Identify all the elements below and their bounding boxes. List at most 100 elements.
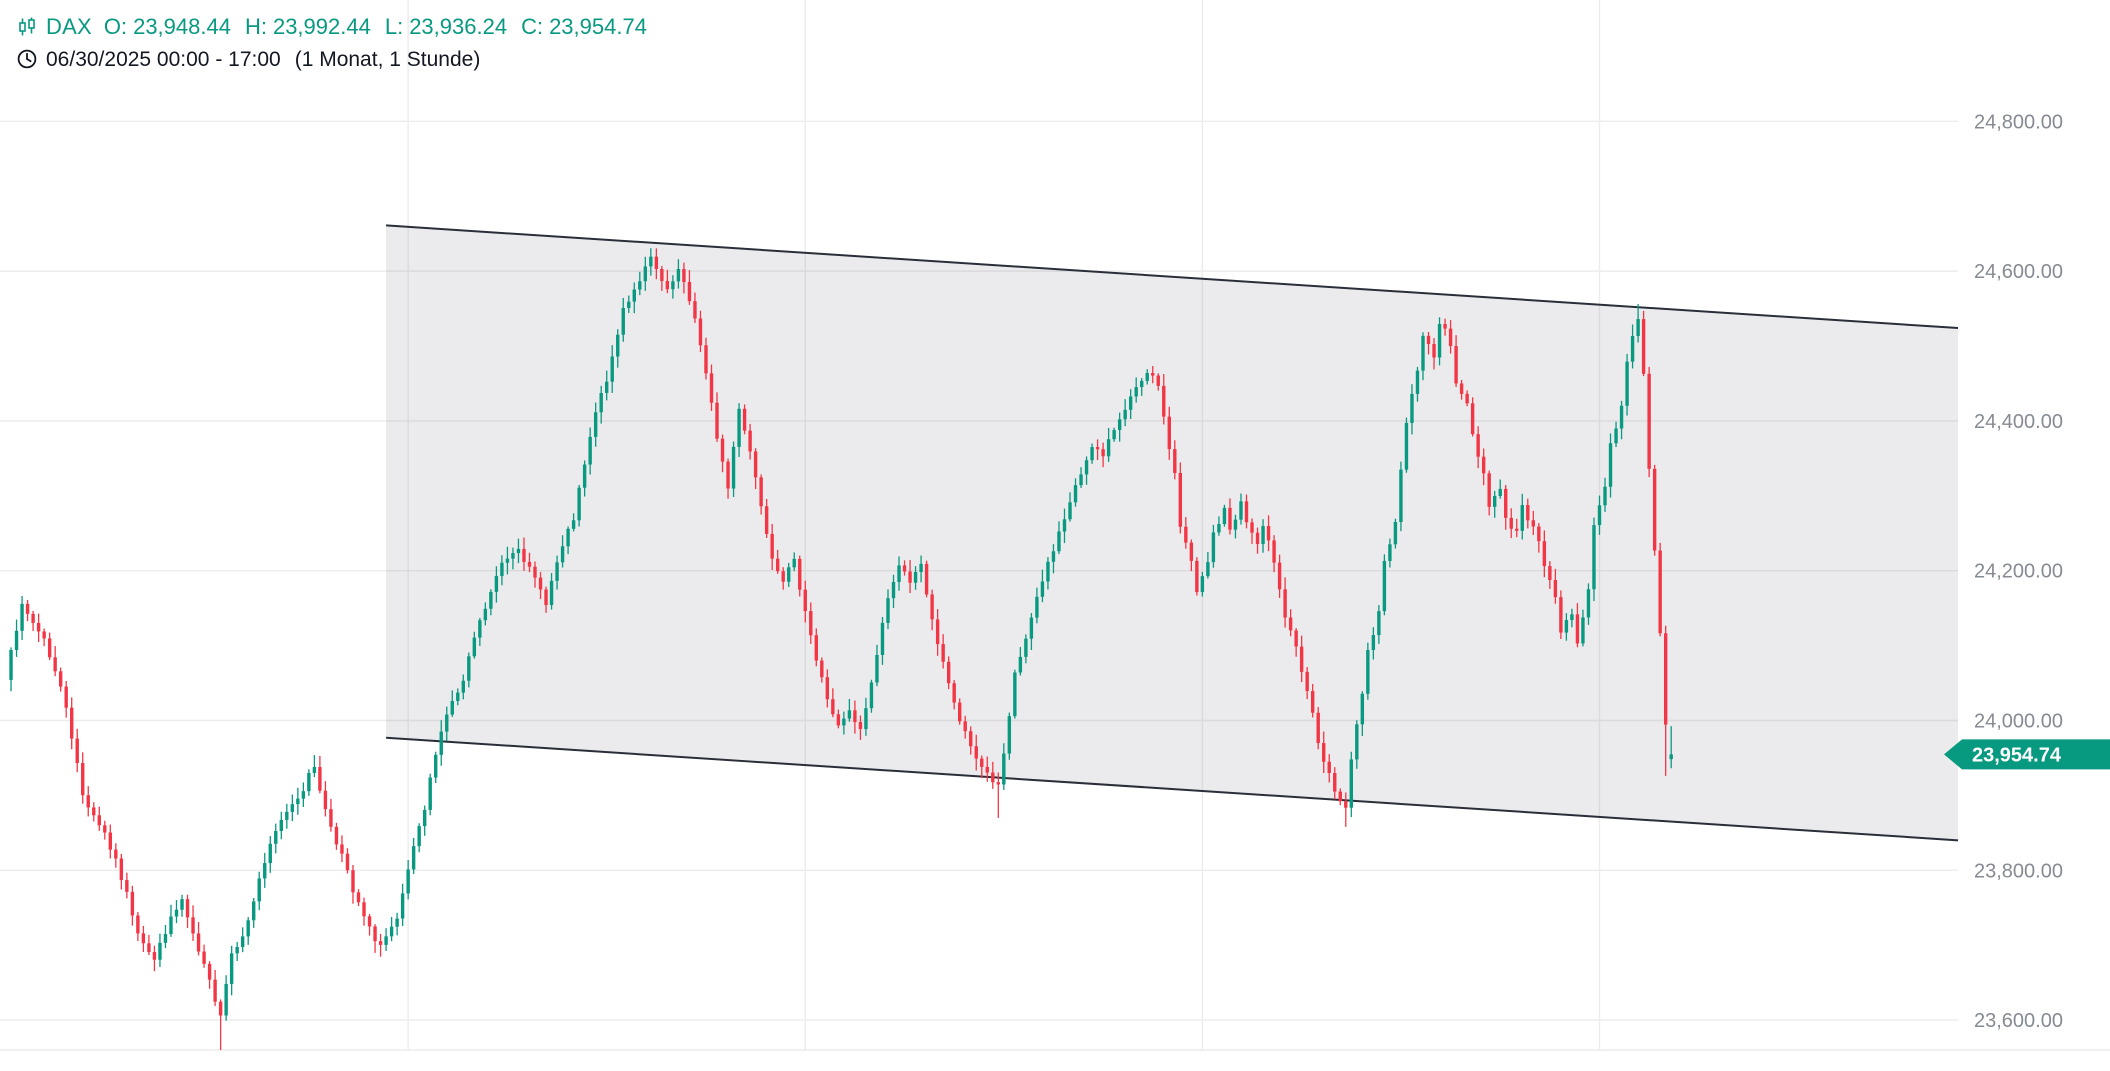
candle-body[interactable]	[836, 714, 841, 726]
symbol-ohlc-row[interactable]: DAX O: 23,948.44 H: 23,992.44 L: 23,936.…	[16, 16, 647, 38]
candle-body[interactable]	[263, 863, 267, 879]
candle-body[interactable]	[147, 943, 151, 953]
candle-body[interactable]	[312, 767, 317, 773]
candle-body[interactable]	[1112, 430, 1116, 440]
candle-body[interactable]	[1393, 522, 1398, 545]
candle-body[interactable]	[323, 790, 328, 810]
candle-body[interactable]	[1073, 485, 1078, 503]
candle-body[interactable]	[1614, 428, 1618, 444]
candle-body[interactable]	[1371, 635, 1376, 651]
candle-body[interactable]	[1156, 375, 1160, 386]
candle-body[interactable]	[235, 946, 239, 954]
candle-body[interactable]	[395, 918, 399, 927]
candle-body[interactable]	[1647, 373, 1651, 469]
candle-body[interactable]	[996, 782, 1001, 785]
candle-body[interactable]	[1658, 550, 1662, 634]
candle-body[interactable]	[274, 831, 278, 844]
candle-body[interactable]	[1636, 319, 1640, 337]
candle-body[interactable]	[726, 461, 730, 489]
candle-body[interactable]	[1046, 561, 1050, 582]
candle-body[interactable]	[1526, 505, 1530, 521]
candle-body[interactable]	[715, 402, 719, 439]
candle-body[interactable]	[1355, 724, 1359, 760]
candle-body[interactable]	[428, 777, 432, 810]
candle-body[interactable]	[1134, 387, 1138, 397]
candle-body[interactable]	[875, 654, 879, 683]
symbol-name[interactable]: DAX	[46, 14, 92, 39]
candle-body[interactable]	[1559, 597, 1563, 633]
candle-body[interactable]	[1255, 532, 1260, 545]
candle-body[interactable]	[1410, 393, 1414, 423]
candle-body[interactable]	[1322, 743, 1326, 762]
candle-body[interactable]	[141, 933, 146, 944]
candle-body[interactable]	[108, 832, 113, 850]
candle-body[interactable]	[1266, 526, 1271, 541]
candle-body[interactable]	[1520, 505, 1524, 531]
candle-body[interactable]	[1570, 614, 1574, 621]
candle-body[interactable]	[1421, 335, 1425, 371]
candle-body[interactable]	[1316, 712, 1320, 744]
candle-body[interactable]	[1360, 693, 1365, 725]
candle-body[interactable]	[1481, 456, 1486, 474]
candle-body[interactable]	[1597, 505, 1602, 526]
candle-body[interactable]	[742, 408, 747, 431]
candle-body[interactable]	[1250, 522, 1254, 533]
candle-body[interactable]	[676, 268, 681, 282]
candle-body[interactable]	[1625, 361, 1629, 406]
candle-body[interactable]	[1057, 531, 1061, 552]
candle-body[interactable]	[1388, 544, 1392, 561]
candle-body[interactable]	[31, 613, 35, 623]
candle-body[interactable]	[1299, 646, 1304, 672]
candle-body[interactable]	[483, 608, 488, 621]
candle-body[interactable]	[1123, 409, 1127, 420]
candle-body[interactable]	[434, 754, 438, 778]
candle-body[interactable]	[1349, 759, 1353, 808]
candle-body[interactable]	[296, 798, 300, 805]
candle-body[interactable]	[472, 637, 477, 657]
candle-body[interactable]	[119, 858, 124, 881]
candle-body[interactable]	[1377, 611, 1381, 636]
legend[interactable]: DAX O: 23,948.44 H: 23,992.44 L: 23,936.…	[16, 16, 647, 70]
candle-body[interactable]	[1564, 620, 1569, 633]
candle-body[interactable]	[533, 566, 537, 578]
candle-body[interactable]	[1415, 370, 1420, 394]
candle-body[interactable]	[240, 936, 245, 947]
candle-body[interactable]	[538, 577, 543, 590]
candle-body[interactable]	[467, 656, 471, 681]
candle-body[interactable]	[1333, 772, 1337, 792]
candle-body[interactable]	[180, 899, 184, 910]
candle-body[interactable]	[1515, 528, 1519, 531]
candle-body[interactable]	[649, 256, 653, 267]
candle-body[interactable]	[1592, 525, 1596, 590]
candle-body[interactable]	[218, 1001, 223, 1016]
channel-top-line[interactable]	[386, 224, 1959, 330]
candle-body[interactable]	[1128, 396, 1133, 410]
candle-body[interactable]	[103, 825, 107, 833]
candle-body[interactable]	[1162, 385, 1166, 417]
candle-body[interactable]	[1151, 373, 1155, 376]
candle-body[interactable]	[665, 280, 670, 290]
candle-body[interactable]	[70, 707, 74, 739]
candle-body[interactable]	[257, 878, 261, 902]
candle-body[interactable]	[1404, 422, 1409, 470]
candle-body[interactable]	[64, 686, 68, 708]
candle-body[interactable]	[941, 644, 945, 662]
candle-body[interactable]	[378, 941, 383, 945]
candle-body[interactable]	[803, 589, 807, 612]
candle-body[interactable]	[1051, 551, 1056, 562]
candle-body[interactable]	[174, 909, 179, 917]
candle-body[interactable]	[1173, 449, 1177, 473]
candle-body[interactable]	[252, 901, 256, 921]
candle-body[interactable]	[1454, 346, 1458, 384]
candle-body[interactable]	[411, 846, 416, 870]
candle-body[interactable]	[86, 795, 90, 808]
candle-body[interactable]	[1222, 507, 1227, 525]
candle-body[interactable]	[864, 708, 868, 730]
candle-body[interactable]	[748, 430, 752, 452]
candle-body[interactable]	[389, 926, 394, 937]
candle-body[interactable]	[202, 951, 206, 964]
candle-body[interactable]	[1272, 540, 1276, 563]
candle-body[interactable]	[687, 282, 692, 302]
candle-body[interactable]	[1007, 716, 1012, 754]
